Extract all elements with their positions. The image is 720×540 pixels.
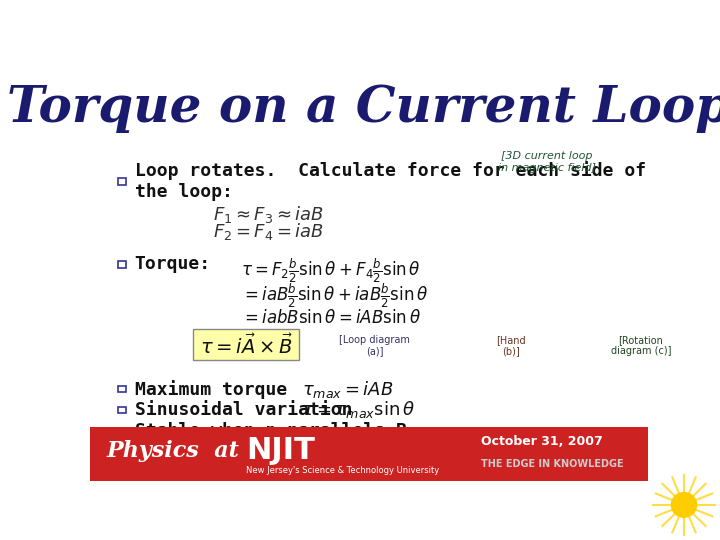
Circle shape (671, 492, 697, 517)
Text: $F_2 = F_4 = iaB$: $F_2 = F_4 = iaB$ (213, 221, 324, 241)
FancyBboxPatch shape (193, 329, 300, 360)
Text: Torque on a Current Loop: Torque on a Current Loop (7, 84, 720, 133)
Text: [3D current loop
in magnetic field]: [3D current loop in magnetic field] (498, 151, 596, 173)
Text: $\tau_{max} = iAB$: $\tau_{max} = iAB$ (302, 379, 394, 400)
Text: [Rotation
diagram (c)]: [Rotation diagram (c)] (611, 335, 671, 356)
Text: Stable when n parallels B.: Stable when n parallels B. (135, 422, 418, 440)
Text: Restoring torque: oscillations.: Restoring torque: oscillations. (135, 442, 472, 461)
Text: NJIT: NJIT (246, 436, 315, 465)
Text: $\tau = F_2 \frac{b}{2}\sin\theta + F_4 \frac{b}{2}\sin\theta$: $\tau = F_2 \frac{b}{2}\sin\theta + F_4 … (240, 256, 420, 285)
Text: New Jersey's Science & Technology University: New Jersey's Science & Technology Univer… (246, 467, 439, 475)
Text: $F_1 \approx F_3 \approx iaB$: $F_1 \approx F_3 \approx iaB$ (213, 204, 324, 225)
Text: [Hand
(b)]: [Hand (b)] (496, 335, 526, 356)
Text: Physics  at: Physics at (107, 440, 240, 462)
FancyBboxPatch shape (90, 427, 648, 481)
Text: $\tau = \tau_{max}\sin\theta$: $\tau = \tau_{max}\sin\theta$ (302, 400, 415, 421)
Text: Torque:: Torque: (135, 255, 211, 273)
Text: THE EDGE IN KNOWLEDGE: THE EDGE IN KNOWLEDGE (481, 460, 624, 469)
Text: October 31, 2007: October 31, 2007 (481, 435, 603, 448)
Text: $= iaB\frac{b}{2}\sin\theta + iaB\frac{b}{2}\sin\theta$: $= iaB\frac{b}{2}\sin\theta + iaB\frac{b… (240, 281, 428, 310)
Text: Maximum torque: Maximum torque (135, 380, 287, 399)
Text: Sinusoidal variation: Sinusoidal variation (135, 401, 352, 419)
Text: $\tau = i\vec{A} \times \vec{B}$: $\tau = i\vec{A} \times \vec{B}$ (199, 333, 293, 357)
Text: [Loop diagram
(a)]: [Loop diagram (a)] (339, 335, 410, 356)
Text: $= iabB\sin\theta = iAB\sin\theta$: $= iabB\sin\theta = iAB\sin\theta$ (240, 309, 420, 327)
Text: Loop rotates.  Calculate force for each side of
the loop:: Loop rotates. Calculate force for each s… (135, 161, 646, 201)
